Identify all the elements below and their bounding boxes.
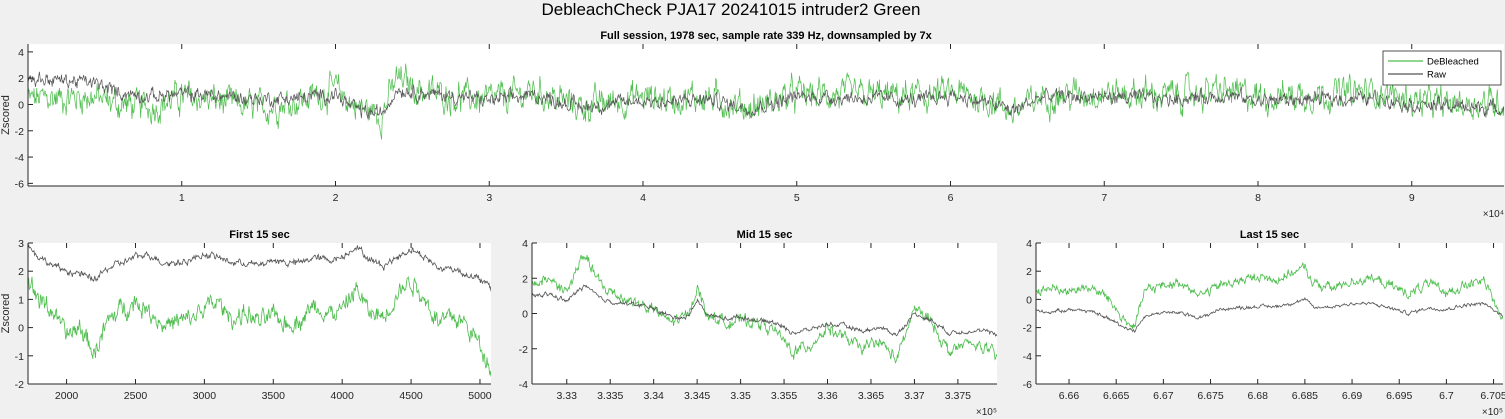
y-tick-label: 2 — [1026, 266, 1032, 278]
x-exponent-label: ×10⁴ — [1483, 209, 1504, 220]
x-tick-label: 6.67 — [1153, 390, 1174, 402]
x-tick-label: 3.35 — [730, 390, 751, 402]
x-tick-label: 4 — [640, 192, 646, 204]
x-tick-label: 3000 — [193, 390, 217, 402]
series-line-raw — [28, 244, 491, 292]
plot-area — [28, 44, 1504, 186]
plot-area — [1036, 243, 1503, 384]
x-tick-label: 6 — [948, 192, 954, 204]
x-tick-label: 3500 — [262, 390, 286, 402]
series-line-debleached — [532, 254, 997, 364]
y-tick-label: 4 — [1026, 238, 1032, 250]
series-line-debleached — [28, 276, 491, 377]
axes-title: Mid 15 sec — [737, 229, 793, 241]
x-tick-label: 2000 — [55, 390, 79, 402]
y-tick-label: 0 — [18, 323, 24, 335]
legend-entry: DeBleached — [1427, 57, 1479, 68]
x-tick-label: 6.66 — [1059, 390, 1080, 402]
x-tick-label: 3.34 — [643, 390, 664, 402]
y-tick-label: 4 — [522, 238, 528, 250]
x-exponent-label: ×10⁵ — [1482, 407, 1503, 418]
y-tick-label: 3 — [18, 238, 24, 250]
y-tick-label: 0 — [1026, 294, 1032, 306]
x-tick-label: 5 — [794, 192, 800, 204]
y-tick-label: -6 — [15, 178, 24, 190]
x-tick-label: 2 — [333, 192, 339, 204]
y-tick-label: -2 — [519, 344, 528, 356]
x-tick-label: 3.335 — [597, 390, 623, 402]
legend-entry: Raw — [1427, 70, 1446, 81]
y-tick-label: 0 — [522, 309, 528, 321]
series-line-raw — [1036, 296, 1503, 334]
axes-last-15-sec: 6.66 6.665 6.67 6.675 6.68 6.685 6.69 6.695 6.7 6… — [1023, 229, 1505, 418]
x-tick-label: 6.705 — [1480, 390, 1505, 402]
x-tick-label: 6.7 — [1439, 390, 1454, 402]
x-tick-label: 4500 — [399, 390, 423, 402]
y-tick-label: -2 — [15, 379, 24, 391]
x-tick-label: 4000 — [330, 390, 354, 402]
axes-full-session: 1 2 3 4 5 6 7 8 9 -6 -4 -2 0 2 4 Full session, 1978 sec… — [0, 30, 1504, 220]
plot-area — [28, 243, 491, 384]
y-tick-label: 2 — [18, 73, 24, 85]
x-tick-label: 7 — [1101, 192, 1107, 204]
y-tick-label: 1 — [18, 294, 24, 306]
plot-area — [532, 243, 997, 384]
series-line-debleached — [1036, 262, 1503, 330]
axes-title: Full session, 1978 sec, sample rate 339 … — [600, 30, 932, 42]
y-tick-label: 0 — [18, 99, 24, 111]
x-tick-label: 3.33 — [557, 390, 578, 402]
x-tick-label: 6.675 — [1197, 390, 1223, 402]
y-tick-label: -2 — [1023, 323, 1032, 335]
x-tick-label: 5000 — [468, 390, 492, 402]
x-tick-label: 6.665 — [1103, 390, 1129, 402]
y-tick-label: -4 — [1023, 351, 1032, 363]
x-tick-label: 1 — [179, 192, 185, 204]
legend: DeBleached Raw — [1382, 50, 1502, 86]
x-tick-label: 2500 — [124, 390, 148, 402]
axes-title: First 15 sec — [229, 229, 290, 241]
x-tick-label: 9 — [1409, 192, 1415, 204]
y-axis-label: Zscored — [0, 294, 12, 334]
x-tick-label: 3.355 — [771, 390, 797, 402]
x-tick-label: 3.36 — [817, 390, 838, 402]
legend-box — [1382, 50, 1502, 86]
y-tick-label: -2 — [15, 126, 24, 138]
y-tick-label: -1 — [15, 351, 24, 363]
axes-layer: 1 2 3 4 5 6 7 8 9 -6 -4 -2 0 2 4 Full session, 1978 sec… — [0, 30, 1505, 418]
axes-mid-15-sec: 3.33 3.335 3.34 3.345 3.35 3.355 3.36 3.365 3.37… — [519, 229, 997, 418]
x-tick-label: 6.695 — [1386, 390, 1412, 402]
y-tick-label: -6 — [1023, 379, 1032, 391]
figure-title: DebleachCheck PJA17 20241015 intruder2 G… — [542, 0, 921, 19]
x-tick-label: 3.375 — [945, 390, 971, 402]
x-exponent-label: ×10⁵ — [976, 407, 997, 418]
axes-title: Last 15 sec — [1240, 229, 1299, 241]
x-tick-label: 6.69 — [1342, 390, 1363, 402]
x-tick-label: 6.68 — [1247, 390, 1268, 402]
x-tick-label: 3 — [486, 192, 492, 204]
y-tick-label: 4 — [18, 47, 24, 59]
y-tick-label: -4 — [519, 379, 528, 391]
series-line-raw — [28, 71, 1504, 120]
y-axis-label: Zscored — [0, 95, 12, 135]
x-tick-label: 3.365 — [858, 390, 884, 402]
x-tick-label: 3.37 — [904, 390, 925, 402]
y-tick-label: -4 — [15, 152, 24, 164]
axes-first-15-sec: 2000 2500 3000 3500 4000 4500 5000 -2 -1 0 1 2 3 Firs… — [0, 229, 492, 402]
x-tick-label: 3.345 — [684, 390, 710, 402]
x-tick-label: 8 — [1255, 192, 1261, 204]
series-line-raw — [532, 284, 997, 337]
y-tick-label: 2 — [18, 266, 24, 278]
x-tick-label: 6.685 — [1292, 390, 1318, 402]
y-tick-label: 2 — [522, 273, 528, 285]
